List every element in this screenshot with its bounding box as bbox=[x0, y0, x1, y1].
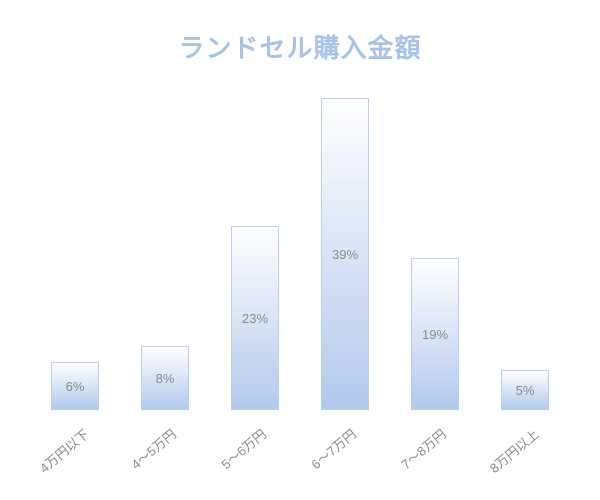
bar-slot: 5% bbox=[480, 90, 570, 410]
x-tick: 4万円以下 bbox=[30, 418, 120, 438]
bar: 5% bbox=[501, 370, 549, 410]
x-tick: 5～6万円 bbox=[210, 418, 300, 438]
x-tick-label: 4万円以下 bbox=[35, 424, 93, 477]
bar: 39% bbox=[321, 98, 369, 410]
x-tick-label: 8万円以上 bbox=[485, 424, 543, 477]
x-tick: 4～5万円 bbox=[120, 418, 210, 438]
bar-slot: 6% bbox=[30, 90, 120, 410]
x-axis: 4万円以下4～5万円5～6万円6～7万円7～8万円8万円以上 bbox=[30, 410, 570, 500]
x-tick-label: 4～5万円 bbox=[127, 424, 180, 473]
chart-title: ランドセル購入金額 bbox=[0, 28, 600, 65]
bar-data-label: 6% bbox=[66, 379, 85, 394]
bar-data-label: 39% bbox=[332, 247, 358, 262]
bars-container: 6% 8% 23% 39% 19% 5% bbox=[30, 90, 570, 410]
bar-slot: 23% bbox=[210, 90, 300, 410]
x-tick-label: 5～6万円 bbox=[217, 424, 270, 473]
bar: 8% bbox=[141, 346, 189, 410]
bar-slot: 19% bbox=[390, 90, 480, 410]
bar-data-label: 23% bbox=[242, 311, 268, 326]
plot-area: 6% 8% 23% 39% 19% 5% bbox=[30, 90, 570, 410]
bar: 6% bbox=[51, 362, 99, 410]
x-tick: 7～8万円 bbox=[390, 418, 480, 438]
price-bar-chart: ランドセル購入金額 6%8%23%39%19%5% 4万円以下4～5万円5～6万… bbox=[0, 0, 600, 500]
bar: 23% bbox=[231, 226, 279, 410]
bar-slot: 8% bbox=[120, 90, 210, 410]
x-tick-label: 6～7万円 bbox=[307, 424, 360, 473]
bar-slot: 39% bbox=[300, 90, 390, 410]
bar: 19% bbox=[411, 258, 459, 410]
bar-data-label: 8% bbox=[156, 371, 175, 386]
bar-data-label: 19% bbox=[422, 327, 448, 342]
x-tick-label: 7～8万円 bbox=[397, 424, 450, 473]
bar-data-label: 5% bbox=[516, 383, 535, 398]
x-tick: 8万円以上 bbox=[480, 418, 570, 438]
x-tick: 6～7万円 bbox=[300, 418, 390, 438]
x-ticks: 4万円以下4～5万円5～6万円6～7万円7～8万円8万円以上 bbox=[30, 418, 570, 438]
